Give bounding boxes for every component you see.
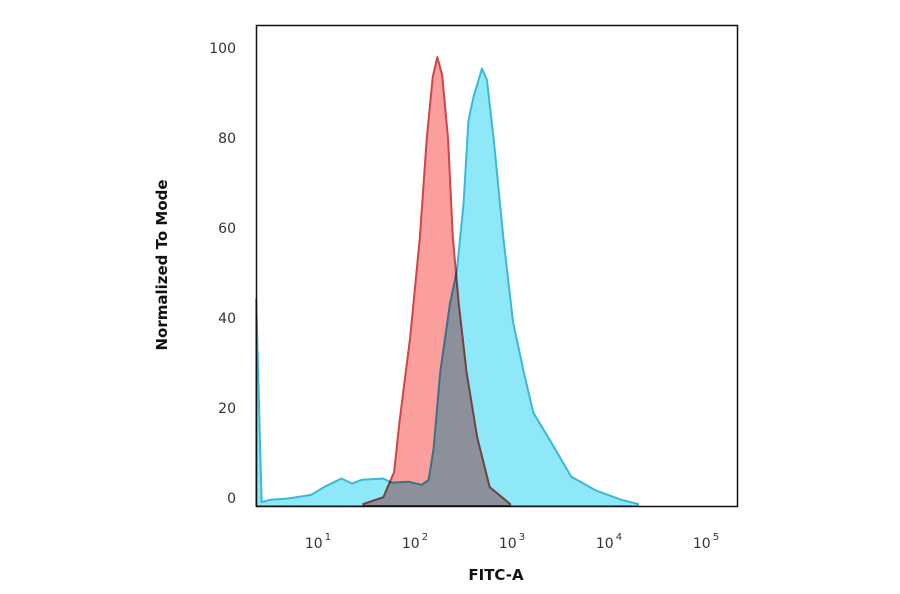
x-tick-label: 10 5 (693, 532, 719, 552)
y-tick-labels: 0 20 40 60 80 100 (209, 41, 236, 507)
y-axis-title: Normalized To Mode (153, 179, 171, 350)
y-tick-label: 80 (218, 131, 236, 147)
x-tick-label: 10 1 (305, 532, 331, 552)
x-tick-labels: 10 1 10 2 10 3 10 4 10 5 (305, 532, 719, 552)
series-layer (255, 56, 640, 507)
plot-frame (255, 24, 739, 508)
y-tick-label: 40 (218, 311, 236, 327)
y-tick-label: 0 (227, 491, 236, 507)
y-tick-label: 100 (209, 41, 236, 57)
x-tick-label: 10 3 (499, 532, 525, 552)
y-tick-label: 20 (218, 401, 236, 417)
control-histogram (362, 56, 512, 507)
x-tick-label: 10 2 (402, 532, 428, 552)
x-axis-title: FITC-A (468, 566, 524, 584)
y-tick-label: 60 (218, 221, 236, 237)
x-tick-label: 10 4 (596, 532, 622, 552)
